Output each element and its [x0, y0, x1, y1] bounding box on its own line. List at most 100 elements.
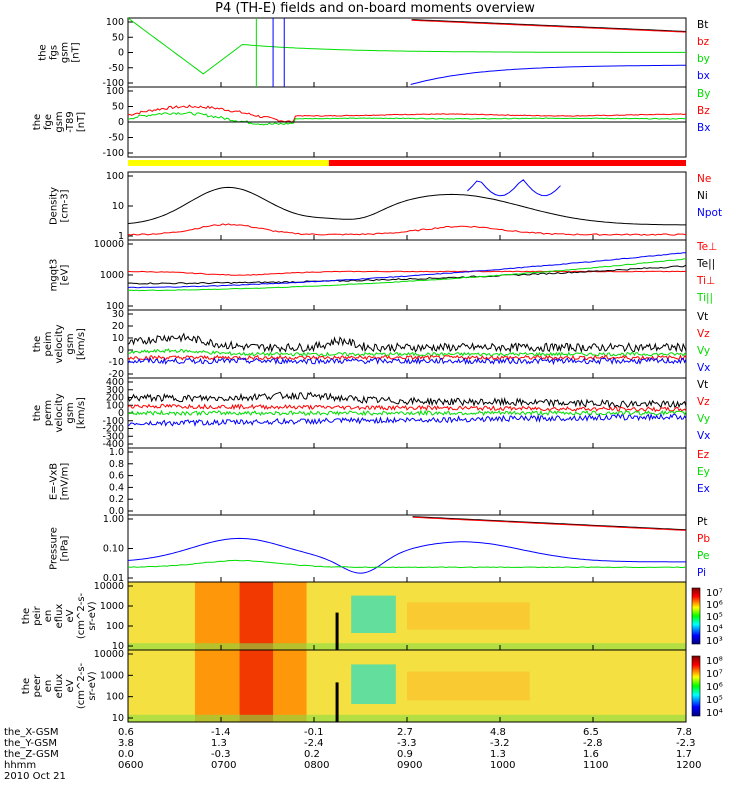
spectrogram-patch	[407, 671, 530, 701]
y-tick-label: 10000	[94, 239, 124, 250]
y-tick-label: 0.4	[109, 482, 124, 493]
y-tick-label: 0.10	[103, 544, 124, 555]
footer-value: 1100	[583, 760, 609, 771]
y-axis-label: -T89	[65, 111, 76, 133]
footer-value: 1000	[490, 760, 516, 771]
footer-value: -3.2	[490, 738, 510, 749]
y-axis-label: peer	[32, 674, 43, 698]
y-tick-label: -50	[108, 133, 124, 144]
series-Pt	[412, 516, 687, 531]
y-axis-label: sr-eV)	[87, 601, 98, 630]
legend-entry: Ni	[697, 190, 708, 202]
legend-entry: Vt	[697, 311, 708, 323]
y-axis-label: gsm	[65, 333, 76, 354]
series-Pi	[127, 537, 686, 574]
y-tick-label: 0	[118, 117, 124, 128]
y-tick-label: -400	[102, 439, 124, 450]
y-axis-label: en	[43, 680, 54, 693]
data-gap-marker	[335, 612, 339, 650]
colorbar-label: 10⁴	[706, 708, 723, 719]
y-axis-label: velocity	[54, 393, 65, 432]
y-tick-label: 10	[112, 713, 124, 724]
legend-entry: Vx	[697, 362, 710, 374]
colorbar	[691, 655, 701, 717]
footer-value: 0700	[211, 760, 237, 771]
y-axis-label: eflux	[54, 604, 65, 629]
legend-entry: Bt	[697, 19, 708, 31]
y-tick-label: 100	[106, 17, 124, 28]
y-tick-label: 10	[112, 641, 124, 652]
y-tick-label: -100	[102, 78, 124, 89]
y-tick-label: 0	[118, 345, 124, 356]
legend-entry: Ti⊥	[696, 275, 715, 287]
legend-entry: Vy	[697, 345, 710, 357]
y-tick-label: 0.0	[109, 506, 124, 517]
y-axis-label: gsm	[60, 42, 71, 63]
series-bz	[411, 19, 687, 33]
legend-entry: Te||	[696, 258, 715, 270]
y-tick-label: 50	[112, 102, 124, 113]
legend-entry: Pe	[697, 550, 709, 562]
y-axis-label: [mV/m]	[60, 463, 71, 501]
footer-label: the_Y-GSM	[4, 738, 58, 749]
legend-entry: Bx	[697, 122, 710, 134]
footer-value: 1.3	[490, 749, 506, 760]
mode-bar-slow	[128, 160, 329, 166]
y-tick-label: 100	[106, 301, 124, 312]
legend-entry: by	[697, 53, 710, 65]
series-Vt	[127, 332, 687, 354]
series-Ne	[127, 223, 687, 236]
footer-value: -1.4	[211, 727, 231, 738]
y-tick-label: -300	[102, 431, 124, 442]
series-Te-par	[127, 264, 687, 285]
series-Bz	[127, 104, 687, 124]
series-Vt	[127, 391, 687, 409]
spectrogram-core	[239, 650, 274, 722]
y-axis-label: [cm-3]	[60, 189, 71, 222]
y-axis-label: perm	[43, 400, 54, 426]
y-axis-label: the	[32, 336, 43, 352]
legend-entry: bx	[697, 70, 710, 82]
y-axis-label: velocity	[54, 324, 65, 363]
plot-title: P4 (TH-E) fields and on-board moments ov…	[215, 1, 535, 16]
legend-entry: Npot	[697, 207, 722, 219]
y-axis-label: mgqt3	[49, 259, 60, 292]
legend-entry: Ez	[697, 449, 710, 461]
series-Te-perp	[127, 270, 687, 276]
footer-value: -3.3	[397, 738, 417, 749]
mode-bar-fast	[328, 160, 686, 166]
series-Ti-perp	[127, 252, 686, 289]
footer-value: 1.7	[676, 749, 692, 760]
footer-label: the_X-GSM	[4, 727, 59, 738]
y-axis-label: eV	[65, 609, 76, 622]
spectrogram-trough	[351, 595, 396, 633]
y-tick-label: 10	[112, 333, 124, 344]
legend-entry: Vz	[697, 328, 710, 340]
panel-frame-efield	[127, 447, 687, 516]
series-Npot	[467, 179, 561, 197]
y-axis-label: peim	[43, 331, 54, 356]
footer-label: hhmm	[4, 760, 37, 771]
y-axis-label: peir	[32, 605, 43, 625]
colorbar-label: 10⁸	[706, 656, 723, 667]
y-axis-label: the	[38, 44, 49, 60]
footer-value: 1.3	[211, 738, 227, 749]
legend-entry: Ey	[697, 466, 710, 478]
legend-entry: bz	[697, 36, 710, 48]
legend-entry: Te⊥	[696, 241, 717, 253]
y-axis-label: the	[32, 114, 43, 130]
footer-value: 4.8	[490, 727, 506, 738]
y-axis-label: Pressure	[49, 527, 60, 570]
colorbar-label: 10⁷	[706, 588, 723, 599]
y-tick-label: 200	[106, 393, 124, 404]
legend-entry: Pi	[697, 567, 706, 579]
legend-entry: Bz	[697, 105, 710, 117]
footer-value: -2.3	[676, 738, 696, 749]
y-tick-label: 100	[106, 86, 124, 97]
series-Vz	[127, 354, 687, 361]
panel-frame-temp	[127, 239, 687, 311]
footer-value: -0.1	[304, 727, 324, 738]
y-axis-label: (cm^2-s-	[76, 592, 87, 639]
series-Vz	[127, 403, 687, 413]
footer-value: 3.8	[118, 738, 134, 749]
